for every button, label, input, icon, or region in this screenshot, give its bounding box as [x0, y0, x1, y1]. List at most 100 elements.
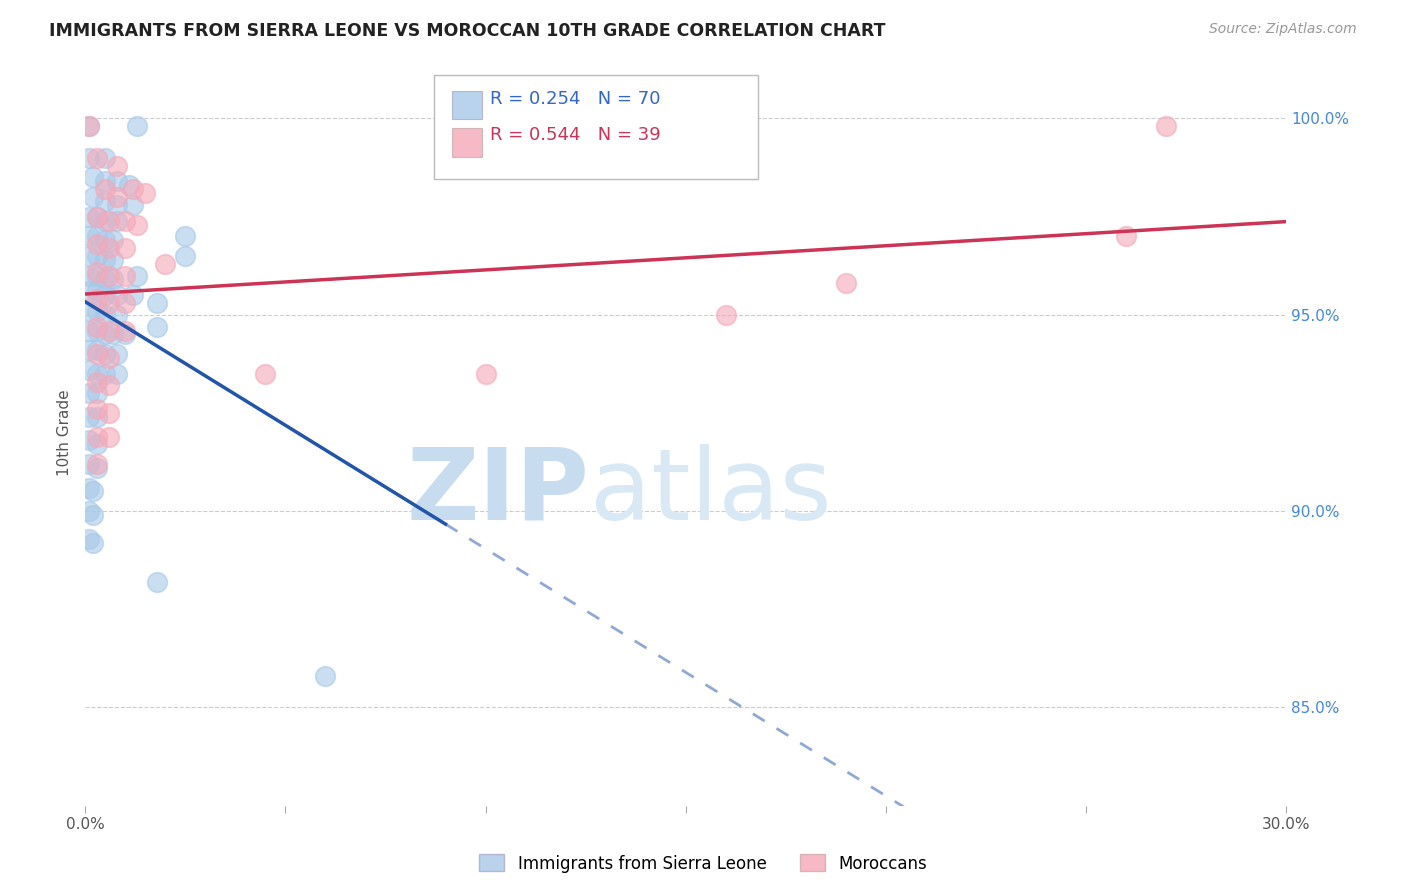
Point [86, 285, 108, 299]
Point [86, 409, 108, 424]
Point [79, 120, 101, 134]
Point [94, 151, 117, 165]
Point [86, 375, 108, 389]
Point [127, 120, 149, 134]
Point [94, 174, 117, 188]
Point [114, 241, 136, 255]
Point [118, 178, 141, 193]
Point [79, 409, 101, 424]
Point [86, 437, 108, 451]
Point [146, 319, 169, 334]
Point [86, 324, 108, 338]
Text: R = 0.254   N = 70: R = 0.254 N = 70 [489, 90, 661, 108]
Point [82, 535, 104, 549]
Point [122, 288, 145, 302]
Text: Source: ZipAtlas.com: Source: ZipAtlas.com [1209, 22, 1357, 37]
Point [98, 378, 121, 392]
FancyBboxPatch shape [433, 75, 758, 179]
Point [98, 268, 121, 283]
Point [103, 327, 125, 342]
Point [94, 327, 117, 342]
Point [105, 198, 128, 212]
Point [174, 249, 197, 263]
Point [79, 229, 101, 244]
Point [86, 151, 108, 165]
Point [105, 159, 128, 173]
Point [474, 367, 496, 381]
Point [82, 484, 104, 499]
Point [79, 386, 101, 401]
Point [86, 319, 108, 334]
Point [315, 669, 337, 683]
Point [79, 457, 101, 471]
Point [79, 434, 101, 448]
Point [98, 351, 121, 365]
Point [114, 296, 136, 310]
Point [94, 194, 117, 208]
Point [122, 182, 145, 196]
Point [127, 218, 149, 232]
Point [86, 347, 108, 361]
Point [86, 249, 108, 263]
Point [146, 296, 169, 310]
Point [105, 288, 128, 302]
Point [86, 386, 108, 401]
Point [79, 324, 101, 338]
Point [79, 285, 101, 299]
Point [86, 210, 108, 224]
Y-axis label: 10th Grade: 10th Grade [58, 389, 72, 476]
Text: atlas: atlas [589, 444, 831, 541]
Point [114, 324, 136, 338]
Point [254, 367, 277, 381]
Point [86, 268, 108, 283]
Point [134, 186, 156, 200]
Legend: Immigrants from Sierra Leone, Moroccans: Immigrants from Sierra Leone, Moroccans [472, 847, 934, 880]
Text: IMMIGRANTS FROM SIERRA LEONE VS MOROCCAN 10TH GRADE CORRELATION CHART: IMMIGRANTS FROM SIERRA LEONE VS MOROCCAN… [49, 22, 886, 40]
Point [103, 233, 125, 247]
Point [105, 213, 128, 227]
Point [714, 308, 737, 322]
Point [114, 268, 136, 283]
Point [127, 268, 149, 283]
Point [98, 406, 121, 420]
Point [98, 296, 121, 310]
Point [79, 268, 101, 283]
Point [86, 229, 108, 244]
Point [79, 504, 101, 518]
Point [86, 292, 108, 306]
Point [94, 367, 117, 381]
Point [98, 241, 121, 255]
Point [79, 249, 101, 263]
Point [82, 508, 104, 522]
Point [86, 304, 108, 318]
Point [98, 429, 121, 443]
Point [86, 461, 108, 475]
Point [94, 272, 117, 286]
Point [79, 151, 101, 165]
Point [79, 304, 101, 318]
Point [86, 237, 108, 252]
Point [79, 343, 101, 358]
Point [86, 210, 108, 224]
Point [105, 174, 128, 188]
Point [94, 288, 117, 302]
Point [86, 265, 108, 279]
Point [86, 429, 108, 443]
Point [1154, 120, 1177, 134]
Point [79, 363, 101, 377]
Point [79, 210, 101, 224]
Text: ZIP: ZIP [406, 444, 589, 541]
Point [82, 170, 104, 185]
Point [105, 308, 128, 322]
Point [94, 233, 117, 247]
Point [1115, 229, 1137, 244]
Point [114, 327, 136, 342]
Bar [451, 91, 482, 120]
Point [79, 532, 101, 546]
Point [94, 213, 117, 227]
Point [835, 277, 858, 291]
Point [86, 343, 108, 358]
Point [79, 120, 101, 134]
Point [103, 252, 125, 267]
Point [94, 252, 117, 267]
